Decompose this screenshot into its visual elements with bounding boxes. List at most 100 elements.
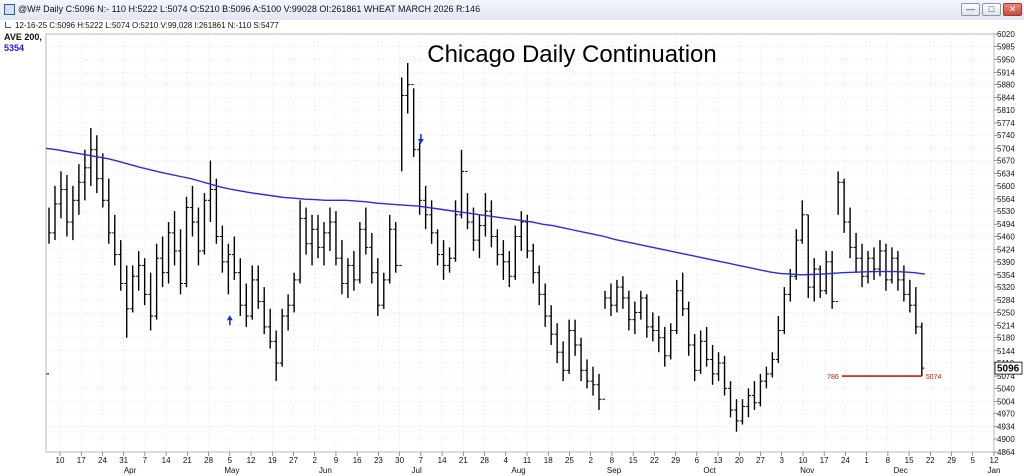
ohlc-bar xyxy=(751,381,757,411)
month-label: Oct xyxy=(703,466,716,475)
ohlc-bar xyxy=(154,243,160,320)
x-tick-label: 28 xyxy=(204,456,213,465)
ohlc-bar xyxy=(728,381,734,418)
ohlc-bar xyxy=(614,279,620,313)
chart-settings-icon[interactable] xyxy=(5,22,11,28)
y-tick-label: 5354 xyxy=(997,271,1015,280)
ohlc-bar xyxy=(704,326,710,367)
ohlc-bar xyxy=(686,301,692,356)
y-tick-label: 4864 xyxy=(997,448,1015,457)
x-tick-label: 22 xyxy=(926,456,935,465)
month-label: Jun xyxy=(319,466,332,475)
y-tick-label: 5740 xyxy=(997,131,1015,140)
maximize-button[interactable]: □ xyxy=(982,3,1001,16)
minimize-button[interactable]: — xyxy=(961,3,980,16)
price-bars xyxy=(46,62,925,432)
ohlc-bar xyxy=(907,279,913,313)
month-label: Aug xyxy=(511,466,525,475)
x-tick-label: 27 xyxy=(756,456,765,465)
y-tick-label: 5424 xyxy=(997,246,1015,255)
chart-grid xyxy=(45,33,995,453)
ohlc-bar xyxy=(692,334,698,382)
ohlc-bar xyxy=(775,316,781,364)
ohlc-bar xyxy=(405,62,411,114)
indicator-value: 5354 xyxy=(4,43,25,53)
ohlc-bar xyxy=(608,283,614,317)
ohlc-bar xyxy=(441,240,447,280)
ohlc-bar xyxy=(919,322,925,377)
current-price-box xyxy=(994,361,1023,375)
y-tick-label: 4900 xyxy=(997,435,1015,444)
ohlc-bar xyxy=(853,232,859,273)
ohlc-bar xyxy=(650,312,656,342)
ohlc-bar xyxy=(291,272,297,313)
x-tick-label: 16 xyxy=(353,456,362,465)
ohlc-bar xyxy=(142,258,148,306)
ohlc-bar xyxy=(453,200,459,262)
date-axis: 10 17 24 31 7 14 21 28 5 12 19 27 2 9 16 23 30 7 14 21 28 4 11… xyxy=(56,452,1000,475)
ohlc-bar xyxy=(243,283,249,327)
retracement-right-label: 5074 xyxy=(926,374,942,381)
y-tick-label: 5810 xyxy=(997,106,1015,115)
ohlc-bar xyxy=(447,247,453,273)
x-tick-label: 13 xyxy=(714,456,723,465)
y-tick-label: 5564 xyxy=(997,195,1015,204)
month-label: Jul xyxy=(412,466,422,475)
ohlc-bar xyxy=(763,366,769,389)
ohlc-bar xyxy=(429,200,435,244)
y-tick-label: 5040 xyxy=(997,384,1015,393)
ohlc-bar xyxy=(297,200,303,284)
x-tick-label: 1 xyxy=(864,456,869,465)
ohlc-bar xyxy=(52,185,58,241)
y-tick-label: 5460 xyxy=(997,232,1015,241)
ohlc-bar xyxy=(309,214,315,266)
stats-text: 12-16-25 C:5096 H:5222 L:5074 O:5210 V:9… xyxy=(15,21,279,30)
ohlc-bar xyxy=(847,207,853,259)
x-tick-label: 18 xyxy=(544,456,553,465)
y-tick-label: 5844 xyxy=(997,94,1015,103)
ohlc-bar xyxy=(811,258,817,302)
ohlc-bar xyxy=(345,258,351,298)
y-tick-label: 5634 xyxy=(997,170,1015,179)
ohlc-bar xyxy=(351,250,357,291)
ohlc-bar xyxy=(88,128,94,186)
y-tick-label: 5950 xyxy=(997,55,1015,64)
ohlc-bar xyxy=(225,243,231,295)
ohlc-bar xyxy=(124,265,130,338)
ohlc-bar xyxy=(94,135,100,194)
ohlc-bar xyxy=(285,294,291,331)
ohlc-bar xyxy=(399,77,405,266)
x-tick-label: 24 xyxy=(841,456,850,465)
ohlc-bar xyxy=(267,308,273,349)
ohlc-bar xyxy=(148,272,154,331)
ohlc-bar xyxy=(626,290,632,331)
x-tick-label: 2 xyxy=(313,456,318,465)
ohlc-bar xyxy=(464,170,470,230)
ohlc-bar xyxy=(536,265,542,306)
y-tick-label: 5074 xyxy=(997,372,1015,381)
ohlc-bar xyxy=(363,207,369,255)
ohlc-bar xyxy=(596,373,602,411)
ohlc-bar xyxy=(739,399,745,425)
ohlc-bar xyxy=(321,222,327,266)
y-tick-label: 5914 xyxy=(997,68,1015,77)
ohlc-bar xyxy=(578,337,584,382)
ohlc-bar xyxy=(195,207,201,266)
x-tick-label: 6 xyxy=(695,456,700,465)
ohlc-bar xyxy=(662,326,668,367)
ohlc-bar xyxy=(889,247,895,284)
ohlc-bar xyxy=(620,276,626,309)
x-tick-label: 22 xyxy=(650,456,659,465)
close-button[interactable]: ✕ xyxy=(1003,3,1022,16)
x-tick-label: 7 xyxy=(143,456,148,465)
ohlc-bar xyxy=(273,330,279,382)
y-tick-label: 5985 xyxy=(997,43,1015,52)
ohlc-bar xyxy=(255,265,261,309)
y-tick-label: 5530 xyxy=(997,207,1015,216)
x-tick-label: 10 xyxy=(799,456,808,465)
x-tick-label: 7 xyxy=(419,456,424,465)
month-label: Nov xyxy=(800,466,814,475)
x-tick-label: 10 xyxy=(56,456,65,465)
